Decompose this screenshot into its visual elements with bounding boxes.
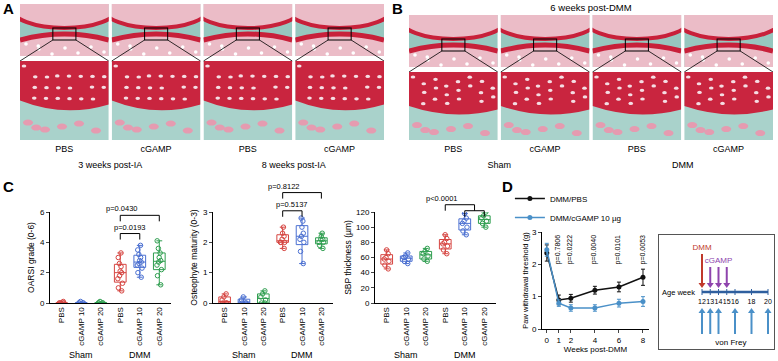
svg-text:4: 4 <box>593 336 598 345</box>
svg-text:16: 16 <box>731 298 739 305</box>
svg-text:PBS: PBS <box>382 307 391 323</box>
svg-text:15: 15 <box>723 298 731 305</box>
svg-text:cGAMP: cGAMP <box>530 144 561 154</box>
svg-text:8: 8 <box>641 336 646 345</box>
html-text:D: D <box>502 178 513 195</box>
svg-text:1: 1 <box>203 268 208 277</box>
svg-text:cGAMP: cGAMP <box>141 144 172 154</box>
svg-text:von Frey: von Frey <box>715 338 746 347</box>
svg-text:PBS: PBS <box>55 144 73 154</box>
svg-text:cGAMP 10: cGAMP 10 <box>460 307 469 346</box>
svg-text:PBS: PBS <box>444 144 462 154</box>
svg-text:p=0.7806: p=0.7806 <box>554 235 562 264</box>
svg-text:cGAMP 20: cGAMP 20 <box>480 307 489 346</box>
svg-text:cGAMP: cGAMP <box>705 256 733 265</box>
svg-text:DMM/PBS: DMM/PBS <box>550 195 587 204</box>
html-text:A: A <box>3 0 14 17</box>
svg-text:DMM: DMM <box>454 350 476 360</box>
svg-text:p=0.0193: p=0.0193 <box>114 223 146 232</box>
svg-text:p=0.5137: p=0.5137 <box>276 200 308 209</box>
svg-text:cGAMP 20: cGAMP 20 <box>421 307 430 346</box>
svg-text:p=0.8122: p=0.8122 <box>268 182 300 191</box>
svg-text:DMM: DMM <box>129 350 151 360</box>
svg-text:3: 3 <box>203 208 208 217</box>
svg-text:PBS: PBS <box>628 144 646 154</box>
svg-text:0: 0 <box>532 325 537 334</box>
svg-text:p=0.0222: p=0.0222 <box>566 235 574 264</box>
svg-text:18: 18 <box>748 298 756 305</box>
svg-text:Paw withdrawal threshold (g): Paw withdrawal threshold (g) <box>521 232 530 329</box>
svg-text:PBS: PBS <box>239 144 257 154</box>
svg-text:12: 12 <box>698 298 706 305</box>
svg-text:100: 100 <box>356 223 370 232</box>
svg-text:cGAMP 20: cGAMP 20 <box>96 307 105 346</box>
svg-text:40: 40 <box>360 268 369 277</box>
svg-text:DMM: DMM <box>291 350 313 360</box>
svg-text:1: 1 <box>532 292 537 301</box>
svg-text:Sham: Sham <box>232 350 256 360</box>
svg-text:Weeks post-DMM: Weeks post-DMM <box>564 345 628 354</box>
svg-text:p=0.0430: p=0.0430 <box>106 204 138 213</box>
svg-text:2: 2 <box>532 260 537 269</box>
svg-text:cGAMP 20: cGAMP 20 <box>155 307 164 346</box>
svg-text:6 weeks post-DMM: 6 weeks post-DMM <box>550 2 631 13</box>
svg-text:Osteophyte maturity (0-3): Osteophyte maturity (0-3) <box>189 209 199 306</box>
svg-text:Age week: Age week <box>662 288 695 297</box>
html-text:C: C <box>3 178 14 195</box>
svg-text:p=0.0053: p=0.0053 <box>639 235 647 264</box>
svg-text:DMM/cGAMP 10 µg: DMM/cGAMP 10 µg <box>550 214 621 223</box>
svg-text:6: 6 <box>617 336 622 345</box>
svg-text:20: 20 <box>360 284 369 293</box>
svg-text:0: 0 <box>365 299 370 308</box>
svg-text:0: 0 <box>40 299 45 308</box>
svg-text:6: 6 <box>40 208 45 217</box>
svg-text:3 weeks post-IA: 3 weeks post-IA <box>78 160 142 170</box>
svg-text:80: 80 <box>360 238 369 247</box>
svg-text:DMM: DMM <box>692 243 711 252</box>
svg-text:Sham: Sham <box>487 160 511 170</box>
svg-text:1: 1 <box>557 336 562 345</box>
svg-text:cGAMP 10: cGAMP 10 <box>240 307 249 346</box>
svg-text:p=0.0101: p=0.0101 <box>614 235 622 264</box>
svg-text:cGAMP 10: cGAMP 10 <box>135 307 144 346</box>
svg-text:60: 60 <box>360 253 369 262</box>
svg-text:120: 120 <box>356 208 370 217</box>
svg-text:PBS: PBS <box>57 307 66 323</box>
svg-text:PBS: PBS <box>278 307 287 323</box>
svg-text:cGAMP 20: cGAMP 20 <box>317 307 326 346</box>
svg-text:0: 0 <box>203 299 208 308</box>
svg-text:cGAMP 10: cGAMP 10 <box>298 307 307 346</box>
svg-text:20: 20 <box>764 298 772 305</box>
svg-text:2: 2 <box>203 238 208 247</box>
svg-text:4: 4 <box>40 238 45 247</box>
svg-text:8 weeks post-IA: 8 weeks post-IA <box>262 160 326 170</box>
svg-text:Sham: Sham <box>69 350 93 360</box>
html-text:B: B <box>392 0 403 17</box>
svg-text:PBS: PBS <box>116 307 125 323</box>
svg-text:DMM: DMM <box>672 160 694 170</box>
svg-text:cGAMP 10: cGAMP 10 <box>77 307 86 346</box>
svg-text:cGAMP: cGAMP <box>713 144 744 154</box>
svg-text:PBS: PBS <box>220 307 229 323</box>
svg-text:PBS: PBS <box>441 307 450 323</box>
svg-text:2: 2 <box>40 268 45 277</box>
svg-text:13: 13 <box>706 298 714 305</box>
svg-text:0: 0 <box>545 336 550 345</box>
svg-text:3: 3 <box>532 228 537 237</box>
svg-text:cGAMP 10: cGAMP 10 <box>402 307 411 346</box>
svg-text:2: 2 <box>569 336 574 345</box>
svg-text:p=0.0040: p=0.0040 <box>590 235 598 264</box>
svg-text:Sham: Sham <box>394 350 418 360</box>
svg-text:cGAMP 20: cGAMP 20 <box>259 307 268 346</box>
svg-text:OARSI grade (0-6): OARSI grade (0-6) <box>26 222 36 293</box>
svg-text:p<0.0001: p<0.0001 <box>426 194 458 203</box>
svg-text:14: 14 <box>715 298 723 305</box>
svg-text:SBP thickness (µm): SBP thickness (µm) <box>343 220 353 295</box>
svg-text:cGAMP: cGAMP <box>324 144 355 154</box>
